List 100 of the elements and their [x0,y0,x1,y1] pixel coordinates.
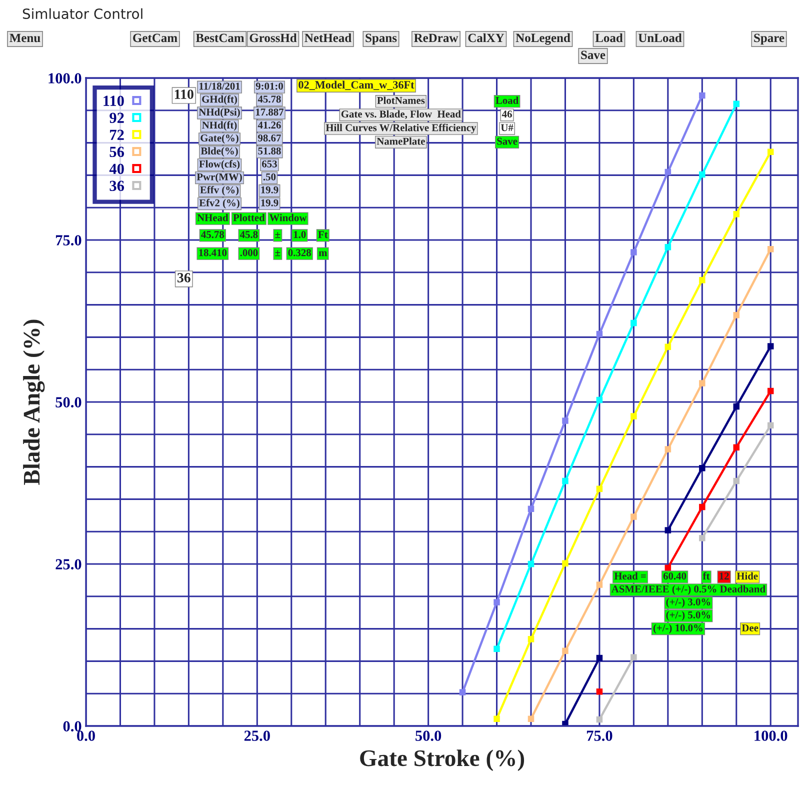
y-tick-label: 100.0 [48,73,82,84]
annotation: 19.9 [261,186,278,194]
annotation: 45.78 [258,96,281,103]
annotation: Window [269,214,307,222]
point [494,646,500,652]
point [699,534,706,542]
y-tick-label: 0.0 [63,721,82,732]
point [733,403,740,410]
annotation: NHd(ft) [202,121,237,131]
annotation: 45.8 [240,231,258,238]
point [630,654,637,660]
point [596,486,603,492]
point [630,320,637,326]
point [596,330,603,338]
legend-label: 40 [109,164,124,174]
point [494,599,500,606]
point [733,210,740,218]
annotation: .000 [240,249,258,256]
annotation: 9:01:0 [256,82,283,90]
annotation: Efv2 (%) [199,198,240,208]
text: NoLegend [516,33,570,45]
text: UnLoad [638,33,682,42]
text: NetHead [304,33,352,42]
text: Spare [754,34,784,45]
annotation: Head = [614,572,646,580]
point [733,444,740,450]
annotation: ASME/IEEE (+/-) 0.5% Deadband [612,585,766,595]
annotation: NHead [197,214,228,222]
point [664,244,672,250]
text: Menu [10,34,40,42]
point [596,582,603,588]
point [459,689,466,696]
point [596,688,603,695]
text: GrossHd [250,33,297,42]
x-axis-title: Gate Stroke (%) [360,750,524,771]
point [664,527,672,534]
point [664,344,672,350]
point [528,716,534,722]
annotation: 17.887 [256,108,284,116]
annotation: Ft [318,231,328,238]
point [494,716,500,722]
annotation: 51.88 [258,147,281,155]
annotation: ± [275,250,280,256]
point [767,246,774,252]
text: Simluator Control [22,8,142,20]
point [528,636,534,642]
annotation: .50 [263,173,276,180]
x-tick-label: 50.0 [416,730,442,741]
annotation: (+/-) 5.0% [666,611,710,621]
annotation: ± [275,232,280,238]
point [733,478,740,484]
point [699,171,706,178]
y-tick-label: 50.0 [56,397,82,408]
text: Load [595,33,623,42]
point [664,168,672,176]
annotation: Load [496,96,518,104]
point [630,514,637,520]
annotation: U# [500,124,514,132]
point [699,464,706,472]
annotation: Gate(%) [200,134,238,144]
annotation: 41.26 [258,122,281,129]
legend-label: 36 [110,180,124,192]
point [767,148,774,155]
point [767,388,774,394]
point [699,504,706,510]
annotation: Pwr(MW) [196,173,242,183]
annotation: 19.9 [261,199,278,206]
annotation: 0.328 [288,249,311,256]
annotation: 11/18/201 [200,82,240,90]
annotation: NHd(Psi) [198,108,240,118]
annotation: 46 [502,110,512,118]
x-tick-label: 0.0 [77,730,95,741]
annotation: Dee [742,624,758,632]
annotation: Effv (%) [200,186,239,196]
point [528,560,534,568]
legend-label: 56 [110,146,124,158]
annotation: m [318,251,328,256]
y-tick-label: 75.0 [56,235,82,246]
annotation: GHd(ft) [202,95,237,105]
annotation: Gate vs. Blade, Flow Head [341,110,461,120]
legend-label: 72 [110,130,124,140]
legend-label: 110 [104,96,124,106]
text: CalXY [468,33,504,42]
annotation: Plotted [233,214,265,222]
point [562,648,568,654]
annotation: Flow(cfs) [199,160,240,170]
text: GetCam [133,34,178,42]
point [630,249,637,256]
point [528,506,534,512]
annotation: PlotNames [377,96,425,104]
point [562,418,568,424]
annotation: 36 [177,273,190,282]
x-tick-label: 25.0 [244,730,270,741]
text: Save [581,50,606,60]
annotation: 110 [174,90,194,99]
point [699,380,706,386]
annotation: 12 [720,572,729,580]
text: ReDraw [414,34,458,42]
point [733,100,740,108]
annotation: 02_Model_Cam_w_36Ft [298,80,414,90]
